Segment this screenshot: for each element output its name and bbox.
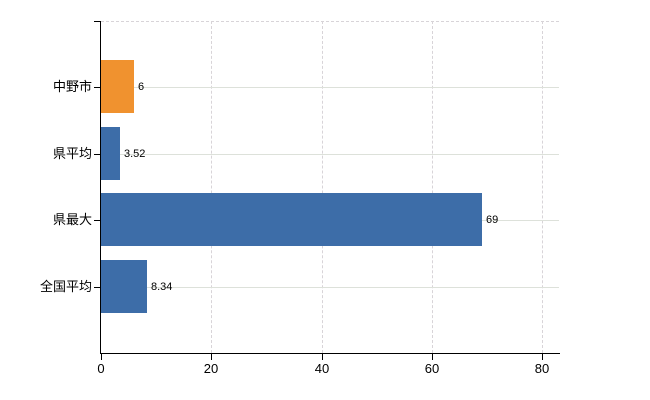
x-axis-tick [432, 354, 433, 360]
bar-value-label: 8.34 [151, 281, 173, 293]
x-gridline [211, 21, 212, 353]
y-axis-tick [94, 220, 101, 221]
x-tick-label: 60 [424, 361, 440, 376]
y-axis [100, 21, 101, 354]
bar-value-label: 6 [138, 81, 145, 93]
x-gridline [432, 21, 433, 353]
y-category-label: 県平均 [52, 146, 92, 161]
y-category-label: 全国平均 [39, 279, 92, 294]
bar-value-label: 3.52 [124, 148, 146, 160]
bar-全国平均 [101, 260, 147, 313]
x-tick-label: 80 [534, 361, 550, 376]
plot-area: 6 3.52 69 8.34 [101, 21, 559, 353]
x-axis-tick [542, 354, 543, 360]
y-gridline [101, 287, 559, 288]
y-axis-tick [94, 154, 101, 155]
y-axis-tick [94, 287, 101, 288]
x-axis-tick [322, 354, 323, 360]
y-gridline [101, 154, 559, 155]
x-gridline [542, 21, 543, 353]
y-axis-top-tick [94, 21, 101, 22]
x-tick-label: 40 [314, 361, 330, 376]
x-axis [100, 353, 560, 354]
bar-県平均 [101, 127, 120, 180]
y-category-label: 中野市 [52, 79, 92, 94]
bar-value-label: 69 [486, 214, 499, 226]
x-tick-label: 0 [97, 361, 105, 376]
x-gridline [322, 21, 323, 353]
y-axis-tick [94, 87, 101, 88]
bar-県最大 [101, 193, 482, 246]
y-gridline [101, 87, 559, 88]
bar-中野市 [101, 60, 134, 113]
x-axis-tick [211, 354, 212, 360]
x-tick-label: 20 [203, 361, 219, 376]
y-category-label: 県最大 [52, 212, 92, 227]
plot-top-border [101, 21, 559, 22]
x-axis-tick [101, 354, 102, 360]
